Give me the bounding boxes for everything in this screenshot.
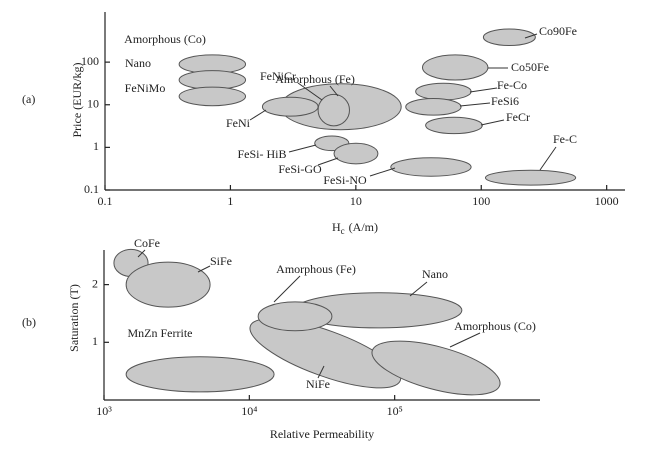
- x-label-text: Relative Permeability: [270, 427, 374, 441]
- leader-line: [480, 119, 505, 126]
- leader-line: [469, 87, 498, 93]
- region-label: FeSi-GO: [278, 162, 322, 176]
- region: [249, 318, 402, 389]
- region: [178, 70, 247, 90]
- region-label: Amorphous (Fe): [275, 72, 355, 86]
- y-tick-label: 100: [81, 54, 99, 68]
- x-axis-label: Relative Permeability: [270, 427, 374, 441]
- x-tick-label: 0.1: [98, 194, 113, 208]
- y-tick-label: 1: [93, 139, 99, 153]
- region-label: FeNiMo: [125, 81, 166, 95]
- region-label: Fe-Co: [497, 78, 527, 92]
- region: [178, 86, 247, 107]
- leader-line: [524, 33, 538, 39]
- region-label: CoFe: [134, 236, 160, 250]
- region: [390, 157, 472, 177]
- x-tick-label: 10³: [96, 404, 112, 418]
- x-label-unit: (A/m): [349, 220, 378, 234]
- region-label: FeNiCr: [260, 69, 296, 83]
- x-label-text: H: [332, 220, 341, 234]
- leader-line: [369, 167, 396, 177]
- region-label: SiFe: [210, 254, 232, 268]
- leader-line: [539, 146, 557, 171]
- x-axis-label: Hc (A/m): [332, 220, 378, 236]
- leader-line: [249, 109, 267, 121]
- region: [421, 54, 489, 81]
- y-axis-label: Saturation (T): [67, 284, 81, 352]
- region: [484, 169, 577, 186]
- region: [415, 82, 472, 101]
- region-label: Co50Fe: [511, 60, 549, 74]
- region-label: FeCr: [506, 110, 530, 124]
- region: [261, 96, 319, 117]
- leader-line: [137, 249, 146, 258]
- panel-label: (b): [22, 315, 36, 329]
- region: [405, 98, 462, 116]
- y-tick-label: 0.1: [84, 182, 99, 196]
- region: [333, 142, 379, 165]
- y-tick-label: 2: [92, 276, 98, 290]
- leader-line: [317, 365, 325, 379]
- region-label: FeNi: [226, 116, 251, 130]
- region-label: Nano: [125, 56, 151, 70]
- x-tick-label: 100: [472, 194, 490, 208]
- region: [482, 28, 536, 47]
- leader-line: [197, 265, 211, 273]
- region-label: MnZn Ferrite: [128, 326, 193, 340]
- region: [257, 301, 333, 332]
- region: [125, 356, 275, 393]
- region-label: Amorphous (Fe): [276, 262, 356, 276]
- leader-line: [409, 281, 428, 297]
- region-label: FeSi6: [491, 94, 519, 108]
- region: [425, 116, 483, 135]
- region-label: Co90Fe: [539, 24, 577, 38]
- region-label: Nano: [422, 267, 448, 281]
- x-tick-label: 10⁵: [387, 404, 403, 418]
- region-label: NiFe: [306, 377, 330, 391]
- region: [125, 261, 211, 308]
- y-tick-label: 10: [87, 97, 99, 111]
- leader-line: [317, 157, 339, 166]
- region-label: FeSi- HiB: [237, 147, 286, 161]
- leader-line: [329, 85, 339, 97]
- leader-line: [449, 332, 481, 348]
- region-label: Amorphous (Co): [124, 32, 206, 46]
- region-label: Amorphous (Co): [454, 319, 536, 333]
- region: [317, 93, 350, 127]
- y-tick-label: 1: [92, 334, 98, 348]
- panel-label: (a): [22, 92, 35, 106]
- x-label-subscript: c: [341, 226, 345, 236]
- y-axis-label: Price (EUR/kg): [70, 63, 84, 138]
- leader-line: [297, 82, 323, 101]
- leader-line: [288, 144, 317, 153]
- x-tick-label: 1000: [595, 194, 619, 208]
- region-label: FeSi-NO: [323, 173, 367, 187]
- x-tick-label: 10⁴: [241, 404, 257, 418]
- x-tick-label: 1: [227, 194, 233, 208]
- leader-line: [459, 102, 491, 107]
- x-tick-label: 10: [350, 194, 362, 208]
- leader-line: [273, 275, 301, 303]
- region: [371, 340, 501, 396]
- region-label: Fe-C: [553, 132, 577, 146]
